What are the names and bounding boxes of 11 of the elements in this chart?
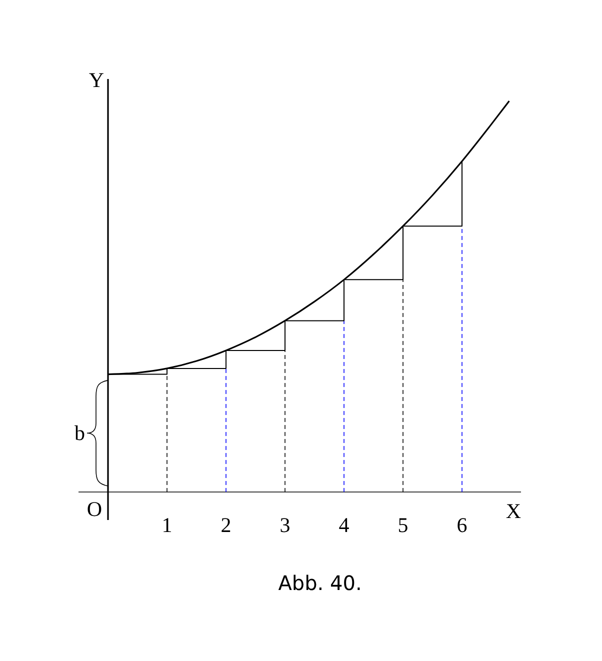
x-tick-label: 1 (162, 513, 172, 537)
x-tick-label: 6 (456, 513, 468, 537)
x-tick-label: 5 (398, 513, 408, 537)
caption: Abb. 40. (278, 571, 362, 595)
text: O (86, 497, 102, 521)
y-axis-title: Y (88, 68, 104, 92)
x-tick-label: 3 (280, 513, 290, 537)
x-axis-title: X (506, 499, 521, 523)
x-tick-label: 2 (220, 513, 232, 537)
x-tick-label: 4 (338, 513, 350, 537)
annotation: b (74, 421, 85, 446)
